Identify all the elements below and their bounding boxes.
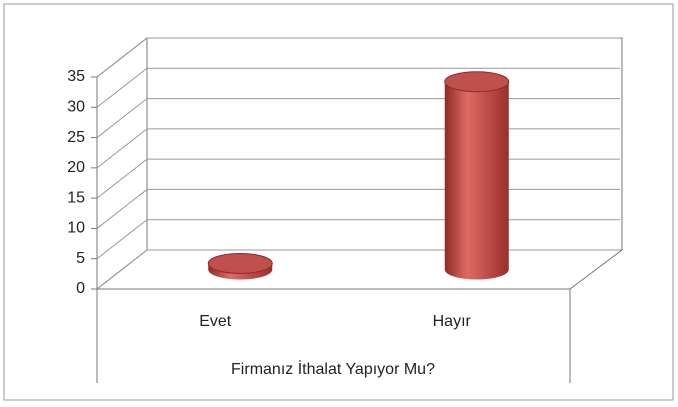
grid-line [96, 67, 620, 108]
frame [3, 3, 674, 401]
y-tick-label: 20 [67, 159, 85, 176]
bar [444, 71, 510, 280]
grid-line [96, 37, 620, 78]
y-tick-label: 10 [67, 220, 85, 237]
y-tick-label: 0 [76, 280, 85, 297]
bar-body [444, 81, 509, 280]
bar-top [207, 252, 273, 274]
y-tick-label: 5 [76, 250, 85, 267]
y-tick-label: 35 [67, 68, 85, 85]
y-tick-label: 30 [67, 99, 85, 116]
y-tick-label: 15 [67, 189, 85, 206]
bar [207, 252, 273, 280]
x-axis-title: Firmanız İthalat Yapıyor Mu? [231, 359, 435, 378]
x-tick-label: Evet [199, 313, 232, 330]
bar-top [444, 71, 510, 93]
y-tick-label: 25 [67, 129, 85, 146]
x-tick-label: Hayır [433, 313, 472, 330]
